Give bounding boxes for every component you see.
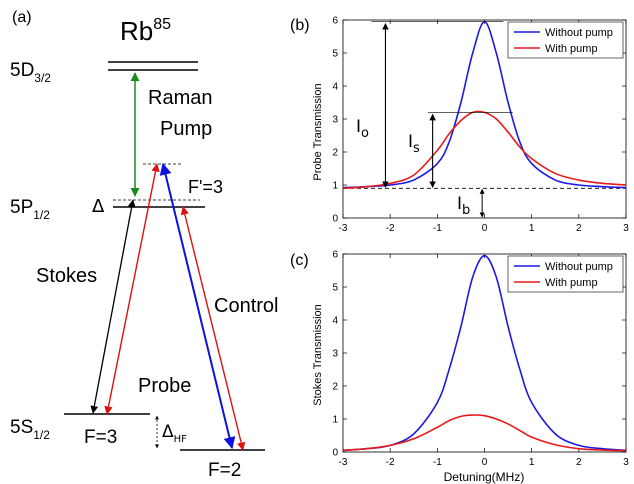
- panel-b-ytick-label: 6: [332, 16, 338, 27]
- probe-arrow: [104, 163, 160, 415]
- ib-label: Ib: [457, 194, 470, 218]
- panel-a-level-diagram: (a) Rb85 5D3/2 Raman Pump 5P1/2 Δ F'=3 5…: [10, 9, 278, 481]
- legend-label-without-pump: Without pump: [545, 27, 613, 39]
- raman-label: Raman: [148, 87, 212, 109]
- panel-c-xtick-label: 0: [482, 457, 488, 468]
- panel-c-ticks: -3 -2 -1 0 1 2 3 0 1 2 3 4 5 6: [332, 250, 629, 469]
- panel-b-ytick-label: 4: [332, 82, 338, 93]
- pump-label: Pump: [160, 118, 212, 140]
- element-title-symbol: Rb: [120, 16, 153, 46]
- panel-c-xtick-label: 3: [623, 457, 629, 468]
- level-5d-label: 5D3/2: [10, 60, 51, 85]
- panel-b-xtick-label: -2: [386, 223, 395, 234]
- control-arrow-red: [180, 206, 246, 451]
- element-title-mass: 85: [153, 16, 171, 33]
- panel-b-ytick-label: 5: [332, 49, 338, 60]
- legend-label-with-pump: With pump: [545, 277, 598, 289]
- probe-label: Probe: [138, 375, 191, 397]
- panel-b-ytick-label: 0: [332, 214, 338, 225]
- panel-c-xtick-label: -2: [386, 457, 395, 468]
- panel-b-legend: Without pump With pump: [507, 21, 624, 59]
- panel-c-ytick-label: 6: [332, 250, 338, 261]
- panel-b-label: (b): [290, 17, 310, 34]
- panel-c-ytick-label: 1: [332, 415, 338, 426]
- panel-c-ylabel: Stokes Transmission: [312, 304, 324, 405]
- level-5s-label: 5S1/2: [10, 417, 50, 442]
- panel-b-xtick-label: -1: [433, 223, 442, 234]
- panel-c-chart: (c) Stokes Transmission Detuning(MHz) -3…: [290, 250, 629, 484]
- level-5p-label: 5P1/2: [10, 197, 50, 222]
- panel-b-annotations: Io Is Ib: [356, 21, 513, 218]
- panel-b-xtick-label: 0: [482, 223, 488, 234]
- element-title: Rb85: [120, 16, 171, 46]
- level-f2-label: F=2: [208, 460, 241, 481]
- legend-box: [507, 21, 624, 59]
- panel-b-ylabel: Probe Transmission: [312, 83, 324, 180]
- level-f3-label: F=3: [84, 427, 117, 448]
- level-fp3-label: F'=3: [188, 177, 223, 197]
- panel-a-label: (a): [12, 9, 32, 26]
- panel-c-ytick-label: 4: [332, 316, 338, 327]
- panel-b-xtick-label: 2: [576, 223, 582, 234]
- legend-box: [507, 255, 624, 293]
- panel-c-xlabel: Detuning(MHz): [444, 470, 525, 484]
- hf-splitting-label: ΔHF: [162, 422, 187, 445]
- panel-c-label: (c): [290, 252, 309, 269]
- panel-c-series-without-pump: [342, 254, 627, 452]
- stokes-label: Stokes: [36, 265, 97, 287]
- panel-c-xtick-label: -3: [339, 457, 348, 468]
- panel-c-legend: Without pump With pump: [507, 255, 624, 293]
- io-label: Io: [356, 117, 369, 141]
- panel-b-xtick-label: -3: [339, 223, 348, 234]
- control-label: Control: [214, 295, 278, 317]
- panel-c-xtick-label: -1: [433, 457, 442, 468]
- panel-c-ytick-label: 5: [332, 283, 338, 294]
- panel-c-ytick-label: 2: [332, 382, 338, 393]
- panel-b-chart: (b) Probe Transmission -3 -2 -1 0 1 2 3 0 1 2 3 4 5 6…: [290, 16, 629, 235]
- detuning-delta-label: Δ: [92, 196, 105, 217]
- panel-b-xtick-label: 1: [529, 223, 535, 234]
- panel-c-ytick-label: 3: [332, 349, 338, 360]
- panel-c-series: [342, 254, 627, 452]
- panel-c-xtick-label: 2: [576, 457, 582, 468]
- panel-b-xtick-label: 3: [623, 223, 629, 234]
- legend-label-with-pump: With pump: [545, 43, 598, 55]
- panel-b-ytick-label: 1: [332, 181, 338, 192]
- is-label: Is: [408, 132, 420, 156]
- panel-c-xtick-label: 1: [529, 457, 535, 468]
- legend-label-without-pump: Without pump: [545, 261, 613, 273]
- panel-c-series-with-pump: [342, 414, 627, 452]
- panel-c-ytick-label: 0: [332, 448, 338, 459]
- panel-b-ytick-label: 3: [332, 115, 338, 126]
- panel-b-ytick-label: 2: [332, 148, 338, 159]
